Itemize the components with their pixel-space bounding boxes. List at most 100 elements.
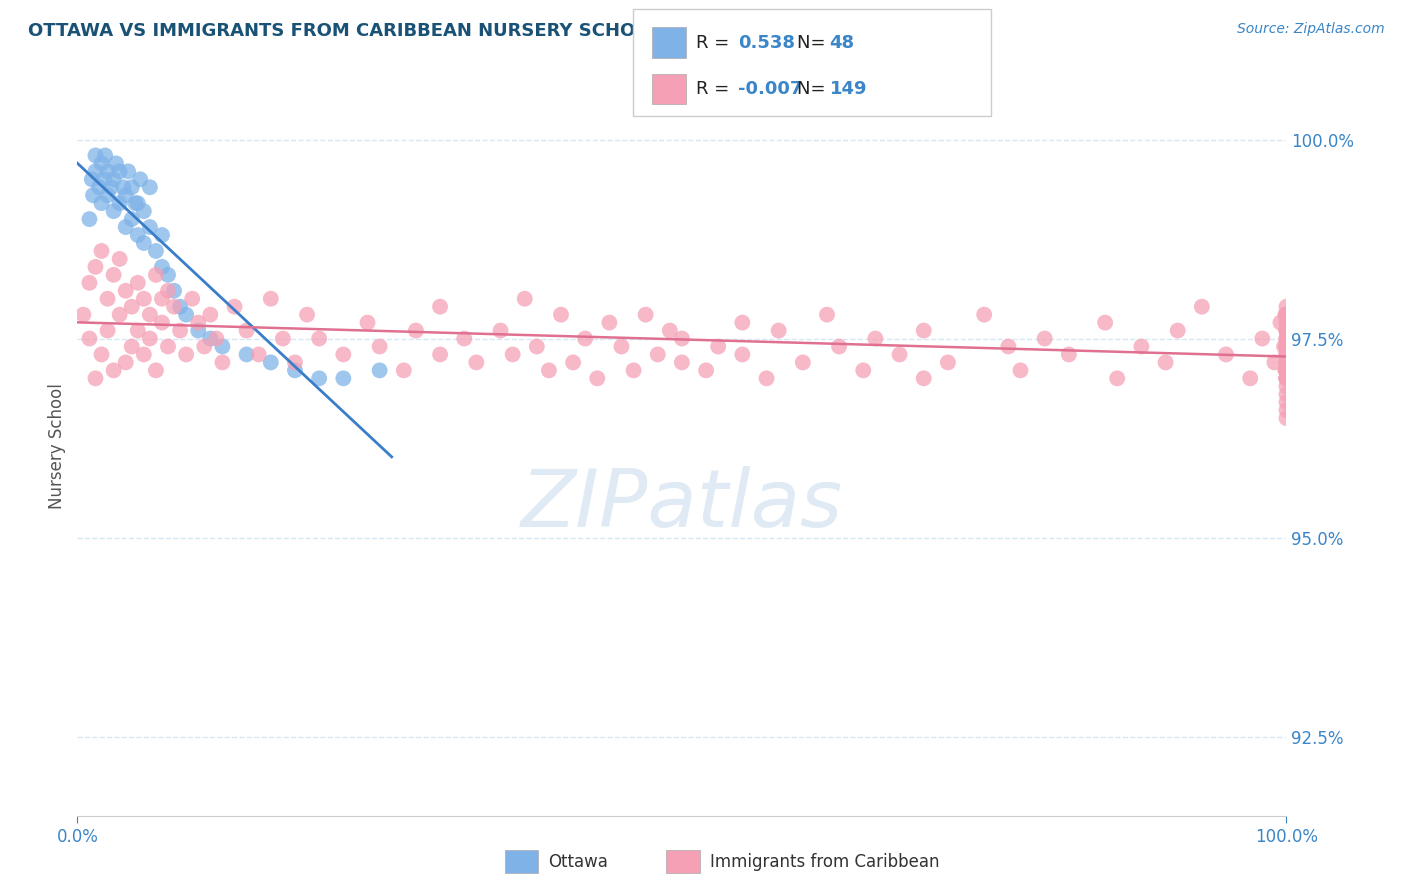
Point — [108, 164, 131, 178]
Point — [1275, 371, 1298, 385]
Point — [1275, 371, 1298, 385]
Point — [150, 227, 173, 242]
Point — [1275, 339, 1298, 353]
Point — [465, 355, 488, 369]
Point — [695, 363, 717, 377]
Point — [658, 324, 681, 338]
Point — [513, 292, 536, 306]
Point — [157, 339, 180, 353]
Point — [132, 292, 155, 306]
Point — [90, 347, 112, 361]
Point — [1275, 324, 1298, 338]
Text: -0.007: -0.007 — [738, 79, 803, 98]
Point — [260, 292, 283, 306]
Point — [235, 324, 257, 338]
Point — [145, 244, 167, 258]
Point — [1275, 324, 1298, 338]
Point — [121, 212, 143, 227]
Point — [815, 308, 838, 322]
Point — [121, 300, 143, 314]
Point — [84, 371, 107, 385]
Point — [295, 308, 318, 322]
Point — [103, 204, 125, 219]
Point — [1057, 347, 1080, 361]
Point — [121, 339, 143, 353]
Point — [103, 363, 125, 377]
Point — [132, 235, 155, 250]
Point — [586, 371, 609, 385]
Text: Ottawa: Ottawa — [548, 853, 609, 871]
Point — [129, 172, 152, 186]
Point — [1154, 355, 1177, 369]
Point — [1275, 363, 1298, 377]
Point — [132, 204, 155, 219]
Point — [1275, 371, 1298, 385]
Point — [108, 252, 131, 266]
Point — [84, 164, 107, 178]
Point — [1275, 387, 1298, 401]
Point — [671, 355, 693, 369]
Point — [997, 339, 1019, 353]
Point — [90, 156, 112, 170]
Point — [127, 276, 149, 290]
Point — [731, 347, 754, 361]
Point — [174, 347, 197, 361]
Text: Source: ZipAtlas.com: Source: ZipAtlas.com — [1237, 22, 1385, 37]
Point — [82, 188, 104, 202]
Point — [1275, 339, 1298, 353]
Point — [150, 260, 173, 274]
Point — [187, 324, 209, 338]
Point — [84, 148, 107, 162]
Point — [368, 339, 391, 353]
Point — [139, 220, 162, 235]
Point — [79, 276, 101, 290]
Point — [852, 363, 875, 377]
Point — [157, 268, 180, 282]
Point — [308, 371, 330, 385]
Point — [1275, 347, 1298, 361]
Point — [1275, 355, 1298, 369]
Point — [1275, 339, 1298, 353]
Point — [271, 332, 294, 346]
Point — [96, 292, 118, 306]
Point — [145, 363, 167, 377]
Point — [828, 339, 851, 353]
Text: R =: R = — [696, 79, 735, 98]
Point — [96, 188, 118, 202]
Point — [1275, 316, 1298, 330]
Point — [163, 284, 186, 298]
Point — [132, 347, 155, 361]
Text: 149: 149 — [830, 79, 868, 98]
Point — [768, 324, 790, 338]
Point — [84, 260, 107, 274]
Point — [1275, 332, 1298, 346]
Point — [1275, 363, 1298, 377]
Point — [502, 347, 524, 361]
Point — [392, 363, 415, 377]
Point — [429, 347, 451, 361]
Point — [150, 292, 173, 306]
Point — [200, 332, 222, 346]
Point — [187, 316, 209, 330]
Point — [707, 339, 730, 353]
Point — [103, 268, 125, 282]
Point — [574, 332, 596, 346]
Point — [912, 371, 935, 385]
Point — [973, 308, 995, 322]
Point — [1275, 355, 1298, 369]
Point — [1275, 403, 1298, 417]
Point — [1275, 363, 1298, 377]
Point — [157, 284, 180, 298]
Point — [1263, 355, 1285, 369]
Point — [247, 347, 270, 361]
Point — [623, 363, 645, 377]
Point — [1272, 339, 1295, 353]
Point — [634, 308, 657, 322]
Point — [936, 355, 959, 369]
Point — [332, 347, 354, 361]
Point — [368, 363, 391, 377]
Point — [1094, 316, 1116, 330]
Point — [537, 363, 560, 377]
Point — [1275, 332, 1298, 346]
Point — [90, 196, 112, 211]
